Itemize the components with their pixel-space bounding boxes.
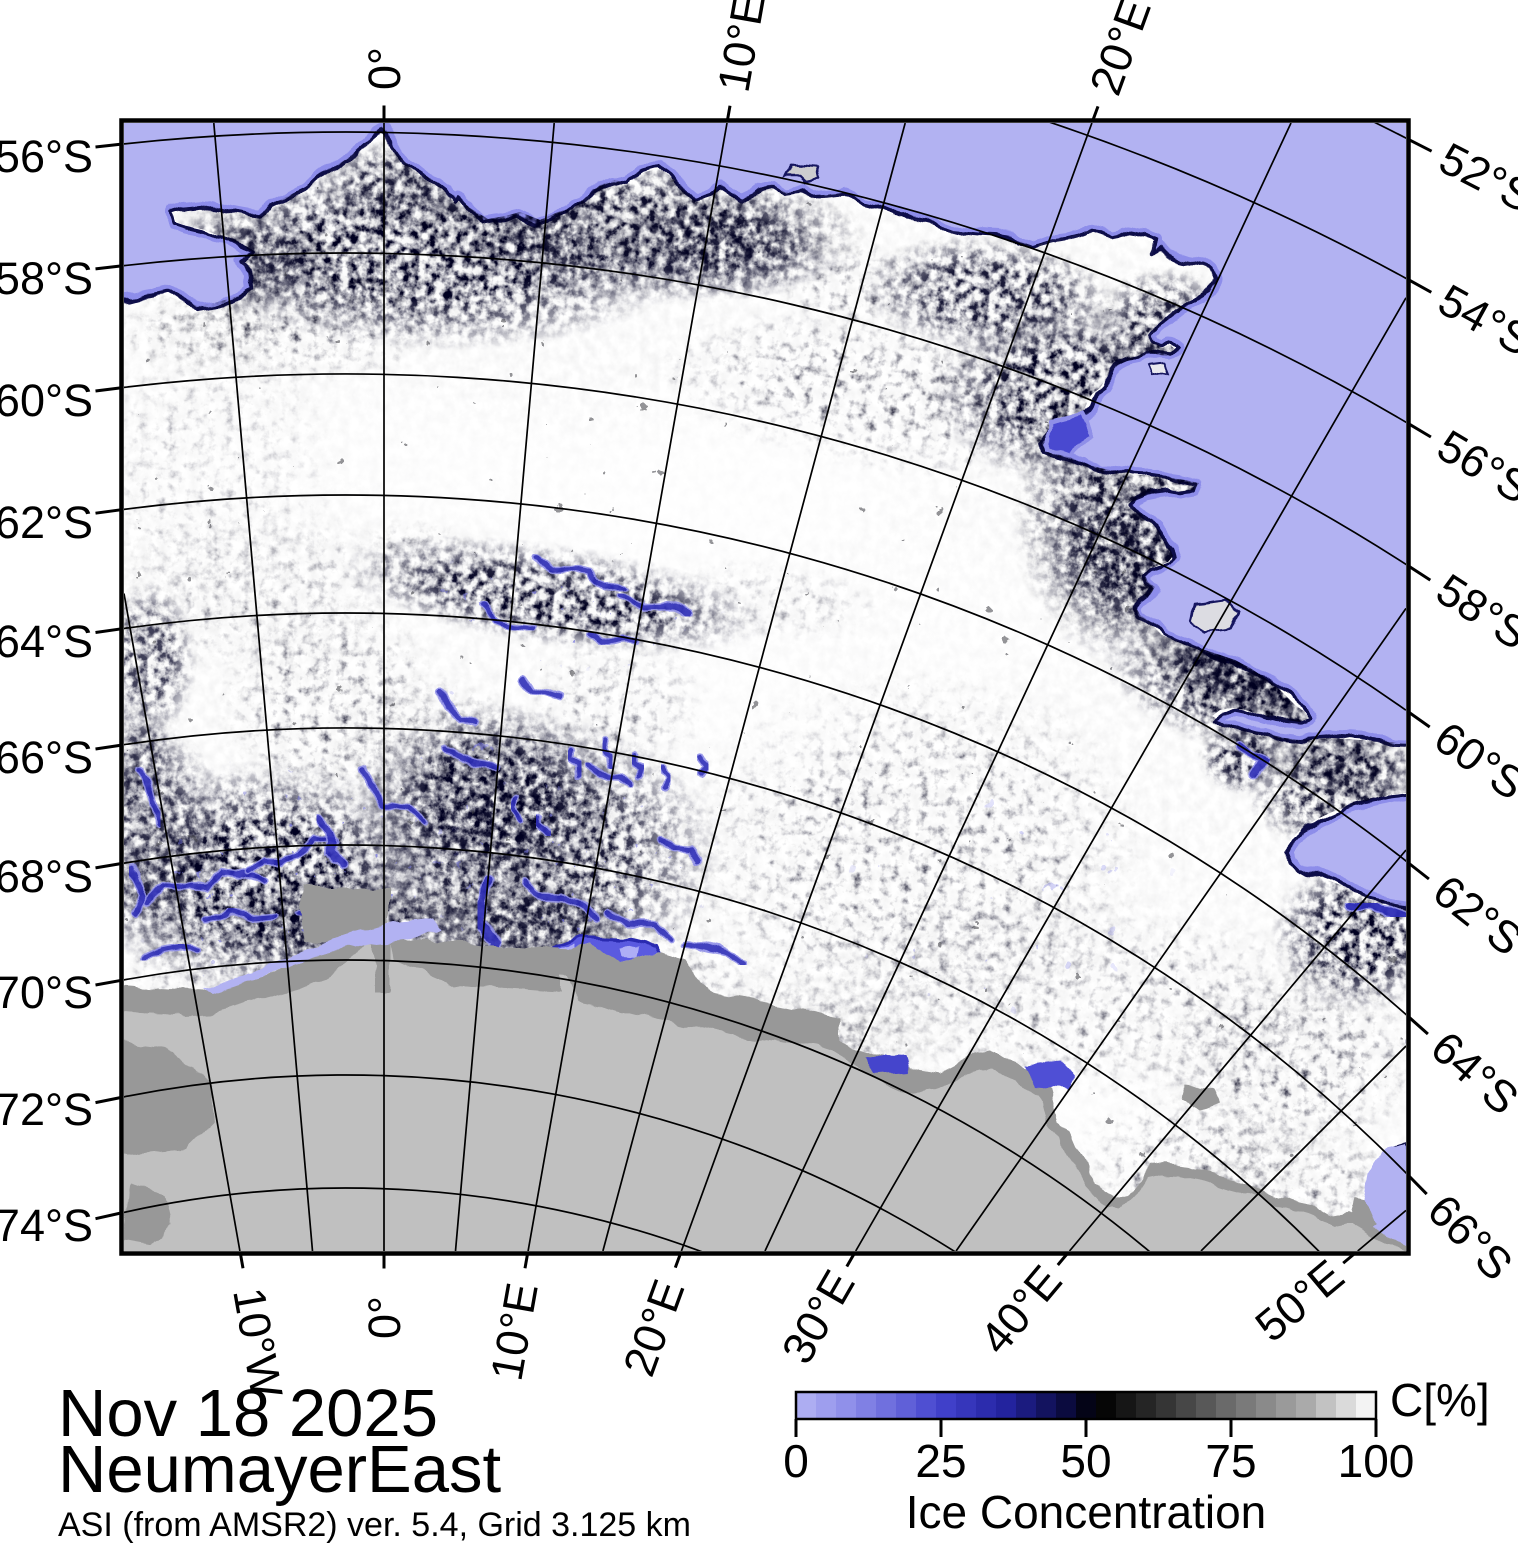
svg-text:0°: 0° — [359, 47, 410, 90]
svg-text:60°S: 60°S — [0, 375, 93, 426]
svg-text:ASI (from AMSR2) ver. 5.4, Gr: ASI (from AMSR2) ver. 5.4, Grid 3.125 km — [58, 1506, 691, 1544]
svg-text:NeumayerEast: NeumayerEast — [58, 1432, 502, 1507]
svg-text:0: 0 — [783, 1435, 809, 1487]
svg-text:64°S: 64°S — [0, 616, 93, 667]
svg-text:56°S: 56°S — [0, 131, 93, 182]
svg-text:66°S: 66°S — [0, 732, 93, 783]
svg-text:100: 100 — [1338, 1435, 1415, 1487]
svg-text:0°: 0° — [359, 1296, 410, 1339]
svg-text:70°S: 70°S — [0, 967, 93, 1018]
svg-text:25: 25 — [915, 1435, 966, 1487]
svg-text:Nov 18 2025: Nov 18 2025 — [58, 1376, 438, 1451]
svg-text:58°S: 58°S — [0, 253, 93, 304]
svg-text:Ice Concentration: Ice Concentration — [906, 1486, 1267, 1538]
svg-text:C[%]: C[%] — [1390, 1374, 1490, 1426]
svg-text:74°S: 74°S — [0, 1200, 93, 1251]
svg-text:72°S: 72°S — [0, 1084, 93, 1135]
svg-text:62°S: 62°S — [0, 497, 93, 548]
svg-text:68°S: 68°S — [0, 851, 93, 902]
svg-text:75: 75 — [1205, 1435, 1256, 1487]
svg-text:50: 50 — [1060, 1435, 1111, 1487]
